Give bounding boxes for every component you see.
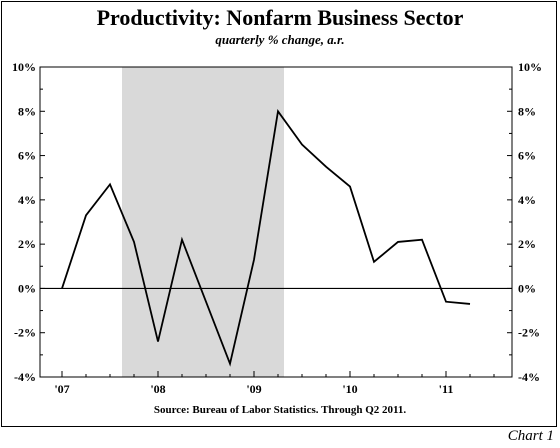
- chart-frame: [1, 1, 557, 427]
- y-tick-label-right: 4%: [518, 193, 536, 207]
- y-tick-label-left: 6%: [18, 149, 36, 163]
- productivity-series-line: [61, 108, 471, 367]
- y-tick-label-left: -4%: [14, 370, 36, 384]
- x-tick-label: '10: [342, 382, 357, 396]
- x-tick-label: '11: [439, 382, 454, 396]
- y-tick-label-right: -4%: [518, 370, 540, 384]
- y-tick-label-left: 4%: [18, 193, 36, 207]
- y-tick-label-left: 2%: [18, 237, 36, 251]
- y-tick-label-left: 8%: [18, 104, 36, 118]
- y-tick-label-right: 6%: [518, 149, 536, 163]
- y-tick-label-right: 10%: [518, 60, 542, 74]
- y-tick-label-left: 0%: [18, 281, 36, 295]
- x-tick-label: '08: [150, 382, 165, 396]
- x-tick-label: '09: [246, 382, 261, 396]
- y-tick-label-right: 0%: [518, 281, 536, 295]
- y-tick-label-right: 8%: [518, 104, 536, 118]
- y-tick-label-right: -2%: [518, 326, 540, 340]
- chart-source-note: Source: Bureau of Labor Statistics. Thro…: [153, 404, 407, 416]
- y-tick-label-left: -2%: [14, 326, 36, 340]
- y-tick-label-right: 2%: [518, 237, 536, 251]
- chart-subtitle: quarterly % change, a.r.: [215, 32, 345, 47]
- recession-shading: [122, 67, 284, 377]
- chart-number-label: Chart 1: [507, 428, 554, 444]
- chart-title: Productivity: Nonfarm Business Sector: [96, 5, 464, 30]
- y-tick-label-left: 10%: [12, 60, 36, 74]
- x-tick-label: '07: [54, 382, 69, 396]
